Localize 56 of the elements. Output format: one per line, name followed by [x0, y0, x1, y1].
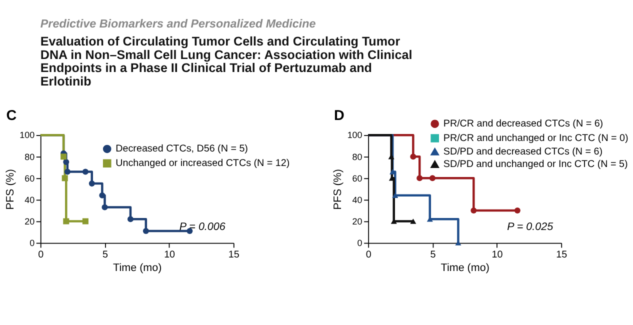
- x-tick-label: 10: [164, 250, 176, 261]
- point: [64, 168, 70, 175]
- x-axis-title: Time (mo): [113, 262, 162, 274]
- point: [88, 180, 95, 187]
- y-tick-label: 40: [24, 194, 35, 205]
- y-tick-label: 20: [24, 216, 35, 226]
- point: [392, 192, 398, 198]
- x-tick-label: 0: [38, 250, 44, 261]
- text: D: [334, 108, 344, 124]
- point: [416, 175, 423, 182]
- chart-title: Evaluation of Circulating Tumor Cells and Circulating Tumor DNA in Non–Small Cell Lung Cancer: Association with Clinical Endpoints in a Phase II Clinical Trial of Pertuzumab and Erlotinib: [40, 34, 412, 89]
- point: [63, 159, 70, 166]
- x-tick-label: 15: [228, 250, 240, 261]
- point: [186, 228, 193, 234]
- point: [127, 216, 134, 222]
- legend-label: SD/PD and unchanged or Inc CTC (N = 5): [443, 158, 628, 170]
- point: [102, 204, 108, 210]
- legend-label: PR/CR and decreased CTCs (N = 6): [443, 118, 604, 130]
- point: [62, 175, 68, 182]
- point: [470, 207, 477, 214]
- y-tick-label: 80: [352, 152, 362, 162]
- point: [60, 154, 67, 160]
- y-tick-label: 60: [352, 173, 362, 184]
- legend-label: SD/PD and decreased CTCs (N = 6): [443, 146, 603, 158]
- y-tick-label: 100: [20, 130, 35, 140]
- x-tick-label: 15: [556, 250, 568, 261]
- y-tick-label: 40: [352, 194, 362, 205]
- y-tick-label: 100: [347, 130, 362, 140]
- legend-label: Decreased CTCs, D56 (N = 5): [116, 144, 248, 155]
- x-axis-title: Time (mo): [440, 262, 490, 274]
- point: [99, 192, 106, 198]
- point: [429, 175, 436, 182]
- y-axis-title: PFS (%): [4, 169, 16, 210]
- legend-label: Unchanged or increased CTCs (N = 12): [116, 158, 290, 170]
- point: [514, 207, 520, 214]
- x-tick-label: 10: [492, 250, 504, 261]
- y-tick-label: 0: [30, 238, 35, 248]
- y-tick-label: 60: [24, 173, 35, 184]
- text: C: [6, 108, 17, 124]
- annotation: P = 0.025: [507, 221, 554, 234]
- point: [82, 218, 88, 224]
- y-tick-label: 0: [357, 238, 362, 248]
- point: [142, 228, 149, 234]
- x-tick-label: 0: [366, 250, 372, 261]
- annotation: P = 0.006: [179, 221, 226, 234]
- point: [410, 154, 416, 160]
- y-tick-label: 80: [24, 152, 35, 162]
- y-axis-title: PFS (%): [332, 169, 344, 210]
- point: [63, 218, 70, 224]
- x-tick-label: 5: [430, 250, 436, 261]
- x-tick-label: 5: [102, 250, 108, 261]
- legend-label: PR/CR and unchanged or Inc CTC (N = 0): [443, 132, 628, 144]
- point: [82, 168, 88, 175]
- chart-subtitle: Predictive Biomarkers and Personalized Medicine: [40, 17, 316, 30]
- point: [410, 218, 416, 224]
- y-tick-label: 20: [352, 216, 362, 226]
